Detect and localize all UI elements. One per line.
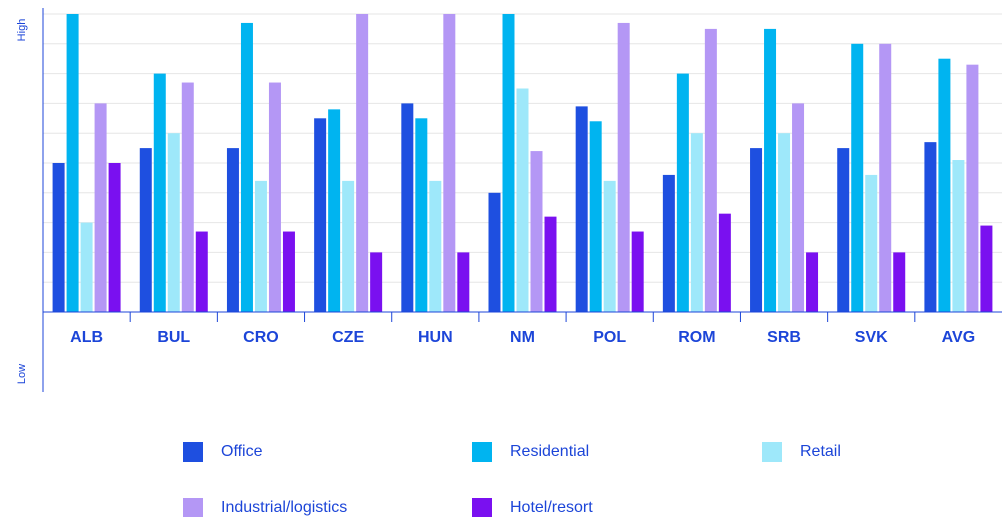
bar: [980, 225, 993, 312]
x-tick-label: ALB: [70, 329, 103, 346]
bar: [575, 106, 588, 312]
bar: [457, 252, 470, 312]
bar: [356, 14, 369, 312]
bar: [488, 192, 501, 312]
bar: [778, 133, 791, 312]
x-tick-label: NM: [510, 329, 535, 346]
bar: [502, 14, 515, 312]
bar: [443, 14, 456, 312]
legend-label: Residential: [510, 443, 589, 460]
bar: [617, 22, 630, 312]
bar: [938, 58, 951, 313]
bar: [966, 64, 979, 312]
bar: [314, 118, 327, 312]
legend-swatch: [472, 442, 492, 462]
x-tick-label: CRO: [243, 329, 279, 346]
y-low-label: Low: [16, 364, 28, 384]
bar: [167, 133, 180, 312]
bar: [226, 148, 239, 312]
legend-swatch: [183, 498, 203, 517]
x-tick-label: CZE: [332, 329, 364, 346]
x-tick-label: SRB: [767, 329, 801, 346]
bar: [662, 174, 675, 312]
bar: [328, 109, 341, 312]
bar: [516, 88, 529, 312]
bar: [851, 43, 864, 313]
bar: [342, 180, 355, 312]
legend-swatch: [183, 442, 203, 462]
bar: [952, 160, 965, 312]
bar: [195, 231, 208, 312]
legend-label: Office: [221, 443, 263, 460]
bar: [370, 252, 383, 312]
bar: [429, 180, 442, 312]
legend-swatch: [472, 498, 492, 517]
bar: [764, 28, 777, 313]
bar: [718, 213, 731, 312]
bar: [893, 252, 906, 312]
x-tick-label: POL: [593, 329, 626, 346]
legend-swatch: [762, 442, 782, 462]
bar: [52, 163, 65, 312]
bar: [603, 180, 616, 312]
legend-label: Hotel/resort: [510, 499, 593, 516]
bar: [268, 82, 281, 312]
bar: [181, 82, 194, 312]
bar: [690, 133, 703, 312]
bar: [865, 174, 878, 312]
bar: [750, 148, 763, 312]
bar: [139, 148, 152, 312]
bar: [631, 231, 644, 312]
legend-label: Industrial/logistics: [221, 499, 347, 516]
bar: [544, 216, 557, 312]
bar: [704, 28, 717, 313]
bar: [530, 151, 543, 312]
bar: [94, 103, 107, 313]
y-high-label: High: [16, 19, 28, 42]
bar: [415, 118, 428, 312]
bar: [837, 148, 850, 312]
bar: [589, 121, 602, 312]
x-tick-label: HUN: [418, 329, 453, 346]
bar: [676, 73, 689, 312]
bar: [879, 43, 892, 313]
legend-label: Retail: [800, 443, 841, 460]
x-tick-label: AVG: [942, 329, 975, 346]
x-tick-label: ROM: [678, 329, 715, 346]
bar: [792, 103, 805, 313]
bar: [80, 222, 93, 312]
x-tick-label: SVK: [855, 329, 888, 346]
x-tick-label: BUL: [157, 329, 190, 346]
bar: [282, 231, 295, 312]
bar: [401, 103, 414, 313]
bar: [806, 252, 819, 312]
bar: [108, 163, 121, 312]
bar: [924, 142, 937, 312]
bar: [240, 22, 253, 312]
bar: [254, 180, 267, 312]
bar: [66, 14, 79, 312]
bar: [153, 73, 166, 312]
